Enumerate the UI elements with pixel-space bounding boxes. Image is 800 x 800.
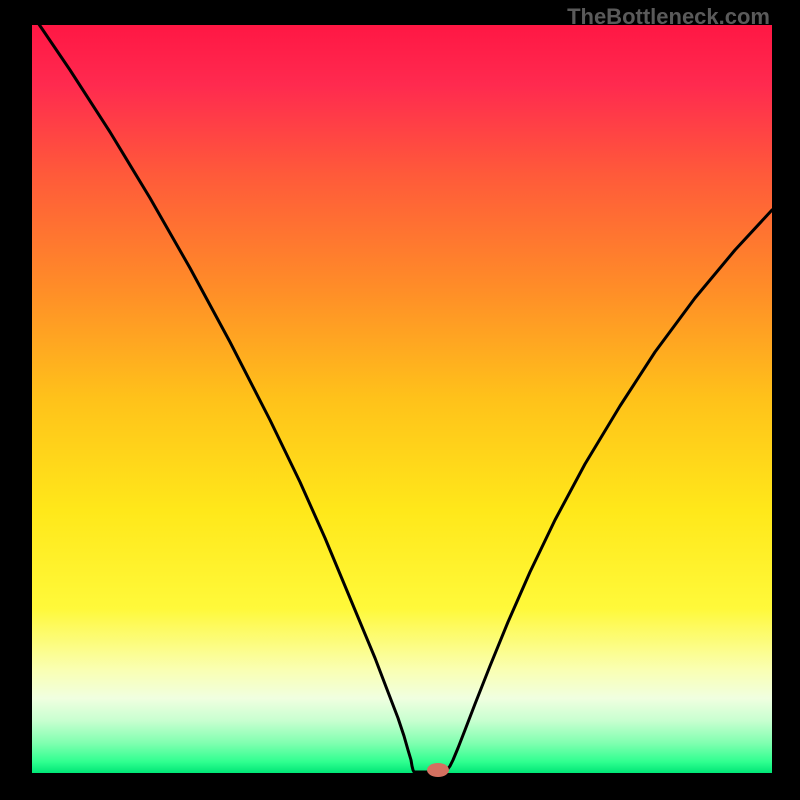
watermark-label: TheBottleneck.com [567,4,770,30]
minimum-marker [427,763,449,777]
plot-background [32,25,772,773]
chart-container: TheBottleneck.com [0,0,800,800]
